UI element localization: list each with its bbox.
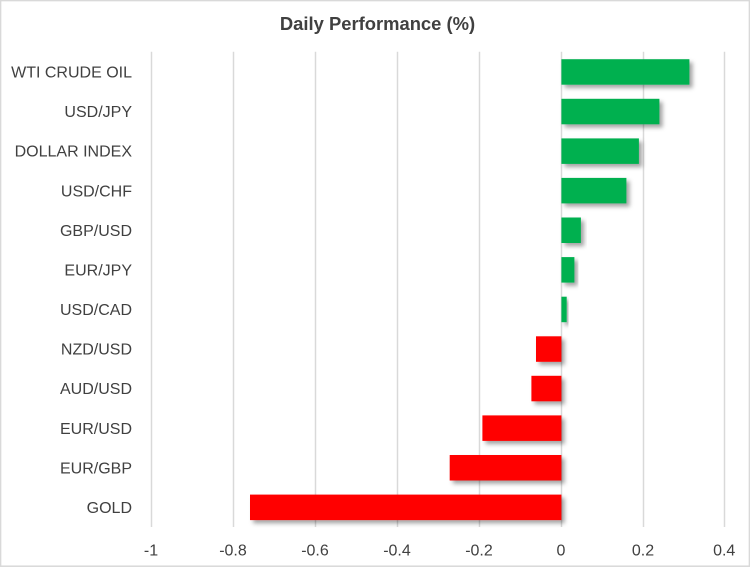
svg-text:-0.8: -0.8 xyxy=(219,543,247,560)
svg-text:-1: -1 xyxy=(144,543,158,560)
svg-text:GOLD: GOLD xyxy=(87,500,132,517)
svg-text:-0.6: -0.6 xyxy=(301,543,329,560)
svg-text:USD/CAD: USD/CAD xyxy=(60,302,132,319)
svg-text:EUR/GBP: EUR/GBP xyxy=(60,460,132,477)
svg-text:0: 0 xyxy=(557,543,566,560)
svg-text:0.4: 0.4 xyxy=(713,543,735,560)
svg-text:DOLLAR INDEX: DOLLAR INDEX xyxy=(15,144,133,161)
svg-text:-0.2: -0.2 xyxy=(465,543,493,560)
svg-text:GBP/USD: GBP/USD xyxy=(60,223,132,240)
svg-text:EUR/USD: EUR/USD xyxy=(60,421,132,438)
svg-text:NZD/USD: NZD/USD xyxy=(61,342,132,359)
svg-text:EUR/JPY: EUR/JPY xyxy=(64,262,132,279)
svg-text:Daily Performance (%): Daily Performance (%) xyxy=(280,13,475,34)
svg-text:-0.4: -0.4 xyxy=(383,543,411,560)
svg-text:USD/CHF: USD/CHF xyxy=(61,183,132,200)
svg-text:0.2: 0.2 xyxy=(632,543,654,560)
svg-text:USD/JPY: USD/JPY xyxy=(64,104,132,121)
svg-text:AUD/USD: AUD/USD xyxy=(60,381,132,398)
svg-text:WTI CRUDE OIL: WTI CRUDE OIL xyxy=(11,65,132,82)
